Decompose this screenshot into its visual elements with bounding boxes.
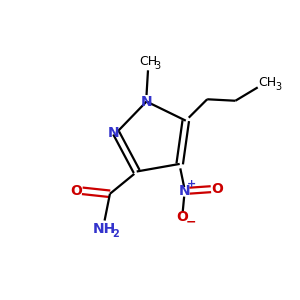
Text: O: O	[177, 210, 189, 224]
Text: +: +	[187, 179, 196, 189]
Text: 3: 3	[275, 82, 281, 92]
Text: O: O	[70, 184, 82, 198]
Text: N: N	[141, 94, 152, 109]
Text: 2: 2	[112, 229, 119, 238]
Text: CH: CH	[258, 76, 276, 89]
Text: −: −	[186, 216, 196, 229]
Text: 3: 3	[154, 61, 160, 71]
Text: O: O	[211, 182, 223, 196]
Text: CH: CH	[139, 56, 157, 68]
Text: N: N	[178, 184, 190, 198]
Text: NH: NH	[93, 223, 116, 236]
Text: N: N	[107, 126, 119, 140]
